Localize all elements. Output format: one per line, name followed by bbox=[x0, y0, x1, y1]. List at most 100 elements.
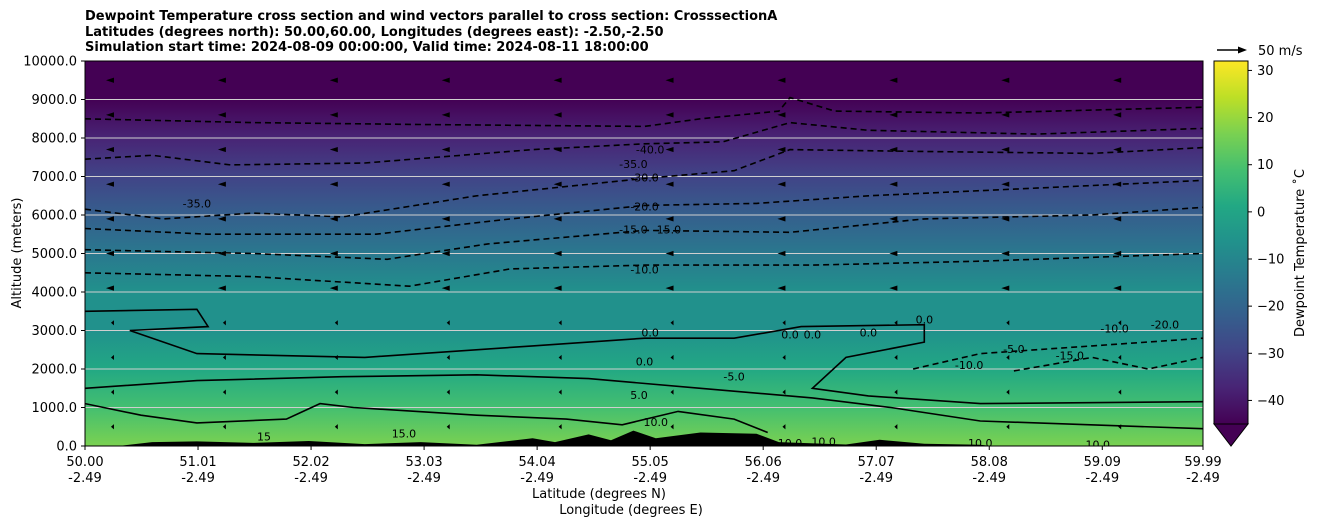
wind-vector bbox=[105, 146, 114, 153]
wind-vector bbox=[1006, 320, 1010, 326]
wind-vector bbox=[782, 354, 786, 361]
colorbar-label: Dewpoint Temperature ˚C bbox=[1292, 169, 1308, 337]
colorbar-extend-min bbox=[1212, 423, 1250, 447]
wind-vector bbox=[441, 146, 450, 153]
wind-vector bbox=[889, 216, 898, 222]
contour-label: 0.0 bbox=[781, 328, 799, 341]
x-tick-label-lat: 59.99 bbox=[1184, 455, 1221, 470]
contour-label: 15 bbox=[257, 430, 271, 443]
wind-vector bbox=[1113, 77, 1122, 83]
contour-label: -35.0 bbox=[183, 197, 211, 210]
colorbar-tick-label: 0 bbox=[1257, 205, 1265, 220]
contour-label: -15.0 bbox=[1056, 350, 1084, 363]
contour-label: 10.0 bbox=[1086, 438, 1111, 451]
wind-vector bbox=[1001, 285, 1010, 291]
wind-vector bbox=[894, 320, 898, 326]
wind-vector bbox=[670, 354, 674, 361]
x-tick-label-lat: 54.04 bbox=[519, 455, 556, 470]
wind-vector bbox=[334, 320, 338, 326]
contour-line bbox=[912, 337, 1203, 370]
wind-vector bbox=[329, 77, 338, 83]
colorbar-tick-label: −30 bbox=[1257, 347, 1284, 362]
contour-label: -20.0 bbox=[1151, 319, 1179, 332]
contour-line bbox=[85, 308, 1203, 405]
wind-vector bbox=[217, 250, 226, 257]
x-tick-label-lon: -2.49 bbox=[407, 471, 441, 486]
wind-vector bbox=[777, 216, 786, 222]
wind-vector bbox=[329, 112, 338, 118]
colorbar-tick-label: 10 bbox=[1257, 158, 1274, 173]
wind-vectors bbox=[105, 77, 1122, 430]
wind-vector bbox=[110, 424, 114, 430]
wind-vector bbox=[889, 146, 898, 153]
contour-line bbox=[85, 96, 1203, 128]
contour-label: 10.0 bbox=[778, 437, 803, 450]
contour-label: 0.0 bbox=[636, 355, 654, 368]
contour-label: -10.0 bbox=[630, 264, 658, 277]
wind-vector bbox=[889, 285, 898, 291]
wind-vector bbox=[558, 320, 562, 326]
plot-area: -40.0-35.0-30.0-35.0 -20.0-15.0 -15.0-10.0… bbox=[85, 61, 1203, 451]
wind-vector bbox=[217, 146, 226, 153]
wind-vector bbox=[329, 285, 338, 291]
wind-reference-label: 50 m/s bbox=[1258, 44, 1303, 59]
y-tick-label: 0.0 bbox=[56, 440, 77, 455]
wind-vector bbox=[446, 354, 450, 361]
wind-vector bbox=[1113, 112, 1122, 118]
colorbar-tick-label: 20 bbox=[1257, 111, 1274, 126]
title-line-1: Dewpoint Temperature cross section and w… bbox=[85, 9, 778, 24]
contour-label: 10.0 bbox=[968, 437, 993, 450]
wind-vector bbox=[553, 250, 562, 257]
contour-line bbox=[85, 402, 768, 434]
wind-vector bbox=[217, 112, 226, 118]
x-axis-label-lon: Longitude (degrees E) bbox=[559, 503, 703, 518]
wind-vector bbox=[665, 77, 674, 83]
colorbar-tick-label: −20 bbox=[1257, 300, 1284, 315]
wind-vector bbox=[441, 181, 450, 187]
wind-vector bbox=[777, 250, 786, 257]
wind-vector bbox=[777, 285, 786, 291]
colorbar-tick-label: −10 bbox=[1257, 253, 1284, 268]
wind-vector bbox=[329, 216, 338, 222]
wind-vector bbox=[1118, 320, 1122, 326]
x-tick-label-lat: 50.00 bbox=[66, 455, 103, 470]
contour-label: -35.0 bbox=[619, 158, 647, 171]
contour-label: 10.0 bbox=[644, 416, 669, 429]
contour-label: -5.0 bbox=[723, 371, 744, 384]
wind-vector bbox=[441, 216, 450, 222]
wind-vector bbox=[1006, 424, 1010, 430]
wind-vector bbox=[894, 424, 898, 430]
x-tick-label-lat: 59.09 bbox=[1084, 455, 1121, 470]
contour-label: -15.0 bbox=[653, 224, 681, 237]
wind-vector bbox=[110, 389, 114, 395]
x-tick-label-lat: 57.07 bbox=[858, 455, 895, 470]
wind-vector bbox=[670, 389, 674, 395]
x-tick-label-lon: -2.49 bbox=[68, 471, 102, 486]
x-axis: 50.00-2.4951.01-2.4952.02-2.4953.03-2.49… bbox=[66, 446, 1222, 486]
wind-vector bbox=[889, 181, 898, 187]
contour-label: -30.0 bbox=[630, 171, 658, 184]
contour-label: 0.0 bbox=[641, 326, 659, 339]
wind-vector bbox=[894, 389, 898, 395]
wind-vector bbox=[553, 216, 562, 222]
x-tick-label-lon: -2.49 bbox=[633, 471, 667, 486]
contour-line bbox=[85, 206, 1203, 261]
wind-vector bbox=[558, 389, 562, 395]
wind-vector bbox=[1001, 250, 1010, 257]
y-axis-label: Altitude (meters) bbox=[10, 198, 25, 309]
wind-vector bbox=[1113, 250, 1122, 257]
y-tick-label: 10000.0 bbox=[23, 55, 77, 70]
contour-line bbox=[85, 146, 1203, 220]
chart-title: Dewpoint Temperature cross section and w… bbox=[85, 9, 777, 56]
wind-vector bbox=[553, 112, 562, 118]
y-tick-label: 8000.0 bbox=[32, 132, 78, 147]
wind-vector bbox=[665, 112, 674, 118]
y-tick-label: 6000.0 bbox=[32, 209, 78, 224]
x-tick-label-lat: 52.02 bbox=[292, 455, 329, 470]
wind-vector bbox=[441, 285, 450, 291]
x-tick-label-lat: 53.03 bbox=[405, 455, 442, 470]
wind-vector bbox=[329, 250, 338, 257]
contour-label: 0.0 bbox=[804, 328, 822, 341]
wind-vector bbox=[105, 181, 114, 187]
wind-vector bbox=[889, 77, 898, 83]
